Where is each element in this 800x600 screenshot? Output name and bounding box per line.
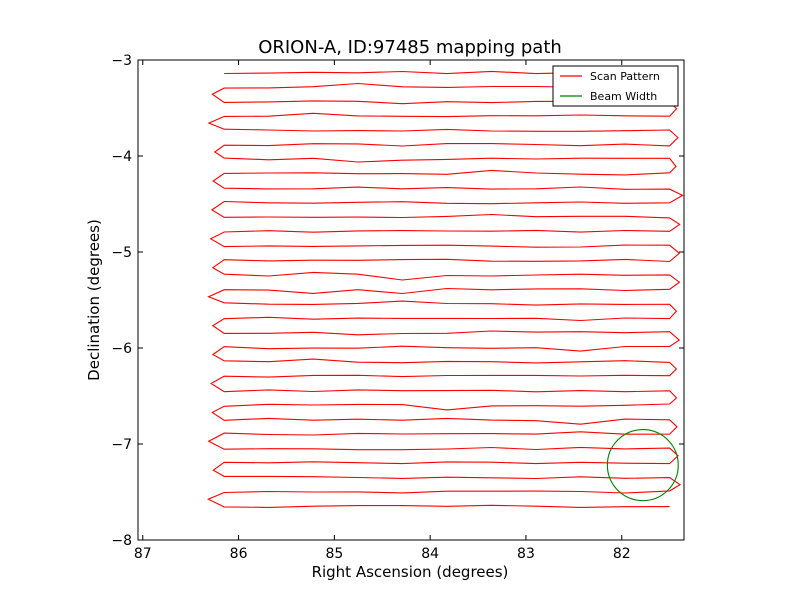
plot-background bbox=[138, 60, 684, 540]
chart-title: ORION-A, ID:97485 mapping path bbox=[258, 37, 562, 58]
y-tick-label: −8 bbox=[111, 533, 132, 549]
x-tick-label: 83 bbox=[517, 546, 535, 562]
x-tick-label: 84 bbox=[421, 546, 439, 562]
y-tick-label: −3 bbox=[111, 53, 132, 69]
plot-area bbox=[137, 59, 685, 541]
x-tick-label: 82 bbox=[613, 546, 631, 562]
scan-pattern-line bbox=[206, 70, 684, 508]
legend-label-beam-width: Beam Width bbox=[590, 90, 657, 103]
x-axis: 87 86 85 84 83 82 bbox=[134, 60, 631, 562]
x-tick-label: 87 bbox=[134, 546, 152, 562]
x-axis-label: Right Ascension (degrees) bbox=[312, 563, 509, 581]
legend-label-scan-pattern: Scan Pattern bbox=[590, 70, 660, 83]
y-axis-label: Declination (degrees) bbox=[85, 219, 103, 381]
series-layer bbox=[206, 70, 684, 508]
x-tick-label: 85 bbox=[325, 546, 343, 562]
y-tick-label: −6 bbox=[111, 341, 132, 357]
plot-frame bbox=[137, 59, 685, 541]
y-tick-label: −7 bbox=[111, 437, 132, 453]
legend-box bbox=[552, 65, 679, 107]
y-tick-label: −4 bbox=[111, 149, 132, 165]
legend: Scan Pattern Beam Width bbox=[552, 65, 679, 107]
y-tick-label: −5 bbox=[111, 245, 132, 261]
beam-width-circle bbox=[606, 429, 679, 502]
x-tick-label: 86 bbox=[230, 546, 248, 562]
y-axis: −3 −4 −5 −6 −7 −8 bbox=[111, 53, 684, 549]
